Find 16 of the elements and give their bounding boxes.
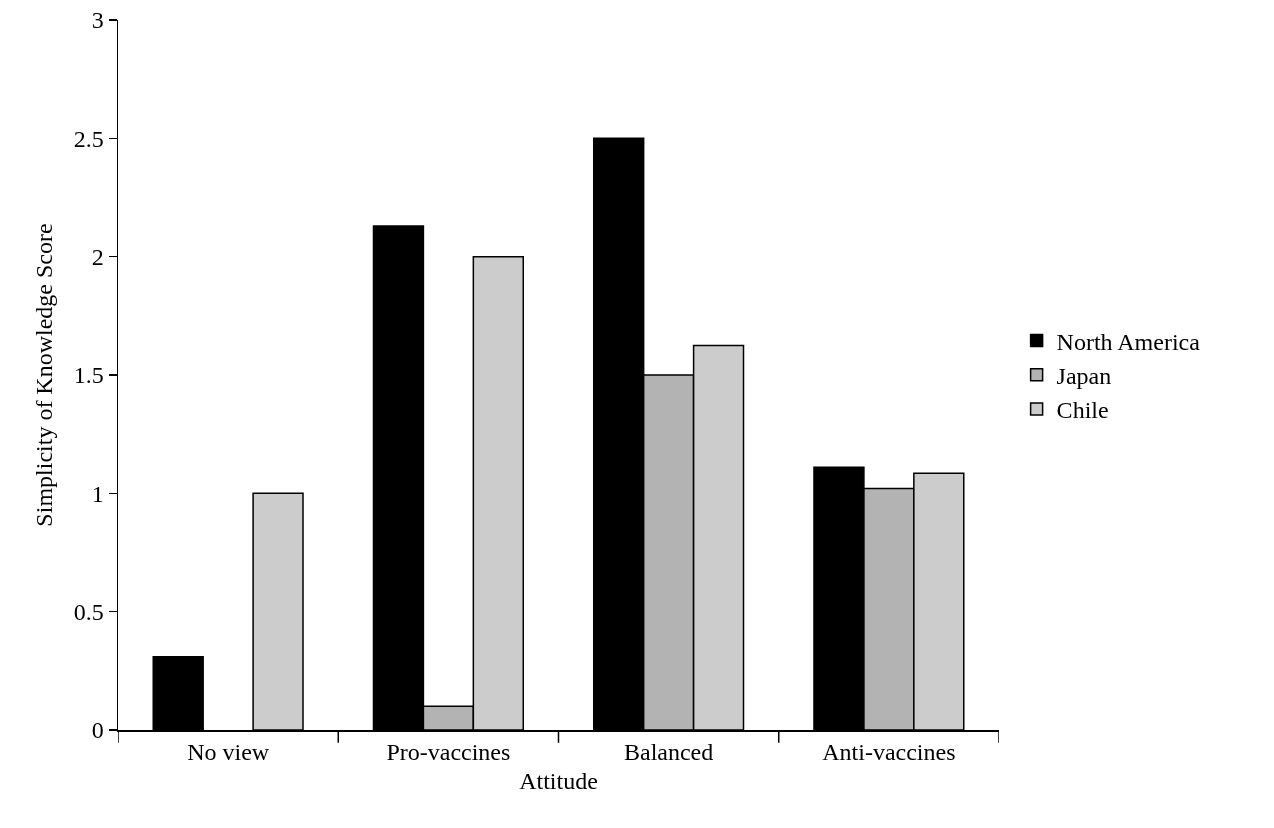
y-tick-label: 3 (91, 7, 104, 34)
y-tick-label: 2.5 (73, 125, 104, 152)
y-axis-title: Simplicity of Knowledge Score (31, 223, 58, 527)
y-tick-label: 0.5 (73, 599, 104, 626)
y-tick-label: 1 (91, 480, 104, 507)
y-tick-label: 2 (91, 244, 104, 271)
x-tick-label: Anti-vaccines (822, 739, 956, 766)
legend-label: Chile (1056, 397, 1109, 424)
x-tick-label: Balanced (623, 739, 714, 766)
x-axis-title: Attitude (519, 768, 598, 795)
x-tick-label: Pro-vaccines (386, 739, 511, 766)
x-tick-label: No view (187, 739, 270, 766)
legend-label: Japan (1056, 363, 1112, 390)
legend-label: North America (1056, 328, 1201, 355)
y-tick-label: 1.5 (73, 362, 104, 389)
y-tick-label: 0 (91, 717, 104, 744)
